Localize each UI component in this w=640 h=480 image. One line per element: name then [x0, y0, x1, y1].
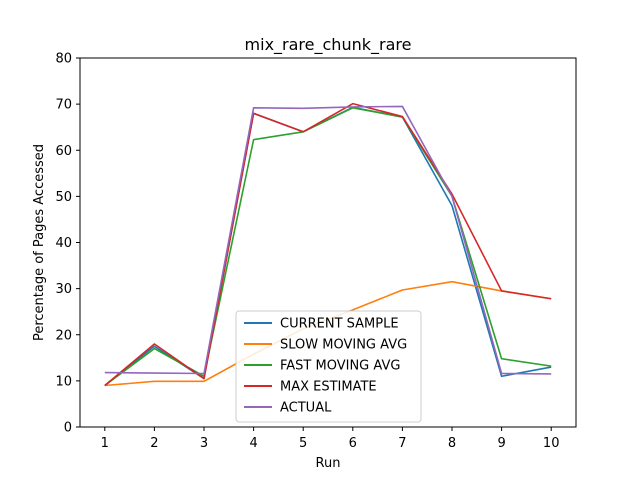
x-axis: 1 2 3 4 5 6 7 8 9 10	[101, 427, 560, 451]
series-line-actual	[104, 105, 552, 375]
legend-box	[235, 310, 422, 423]
legend: CURRENT SAMPLE SLOW MOVING AVG FAST MOVING…	[235, 310, 422, 423]
legend-entry-label: MAX ESTIMATE	[280, 380, 377, 395]
y-tick-label: 20	[55, 328, 72, 343]
y-axis-label: Percentage of Pages Accessed	[32, 144, 47, 341]
x-tick-label: 2	[150, 436, 158, 451]
legend-entry-label: SLOW MOVING AVG	[280, 338, 407, 353]
series-line-max-estimate	[104, 102, 552, 387]
y-axis: 0 10 20 30 40 50 60 70 80	[55, 52, 80, 436]
legend-entry-label: CURRENT SAMPLE	[280, 317, 399, 332]
series-line-fast-moving-avg	[104, 107, 552, 387]
y-tick-label: 70	[55, 98, 72, 113]
y-tick-label: 60	[55, 144, 72, 159]
y-tick-label: 80	[55, 52, 72, 67]
x-tick-label: 8	[448, 436, 456, 451]
y-tick-label: 10	[55, 374, 72, 389]
chart-title: mix_rare_chunk_rare	[245, 35, 412, 55]
x-tick-label: 3	[200, 436, 208, 451]
x-tick-label: 1	[101, 436, 109, 451]
y-tick-label: 40	[55, 236, 72, 251]
y-tick-label: 0	[64, 421, 72, 436]
y-tick-label: 50	[55, 190, 72, 205]
x-axis-label: Run	[316, 456, 341, 471]
x-tick-label: 10	[543, 436, 560, 451]
x-tick-label: 6	[349, 436, 357, 451]
legend-entry-label: FAST MOVING AVG	[280, 359, 400, 374]
x-tick-label: 4	[249, 436, 257, 451]
x-tick-label: 7	[398, 436, 406, 451]
y-tick-label: 30	[55, 282, 72, 297]
x-tick-label: 5	[299, 436, 307, 451]
x-tick-label: 9	[497, 436, 505, 451]
legend-entry-label: ACTUAL	[280, 401, 332, 416]
